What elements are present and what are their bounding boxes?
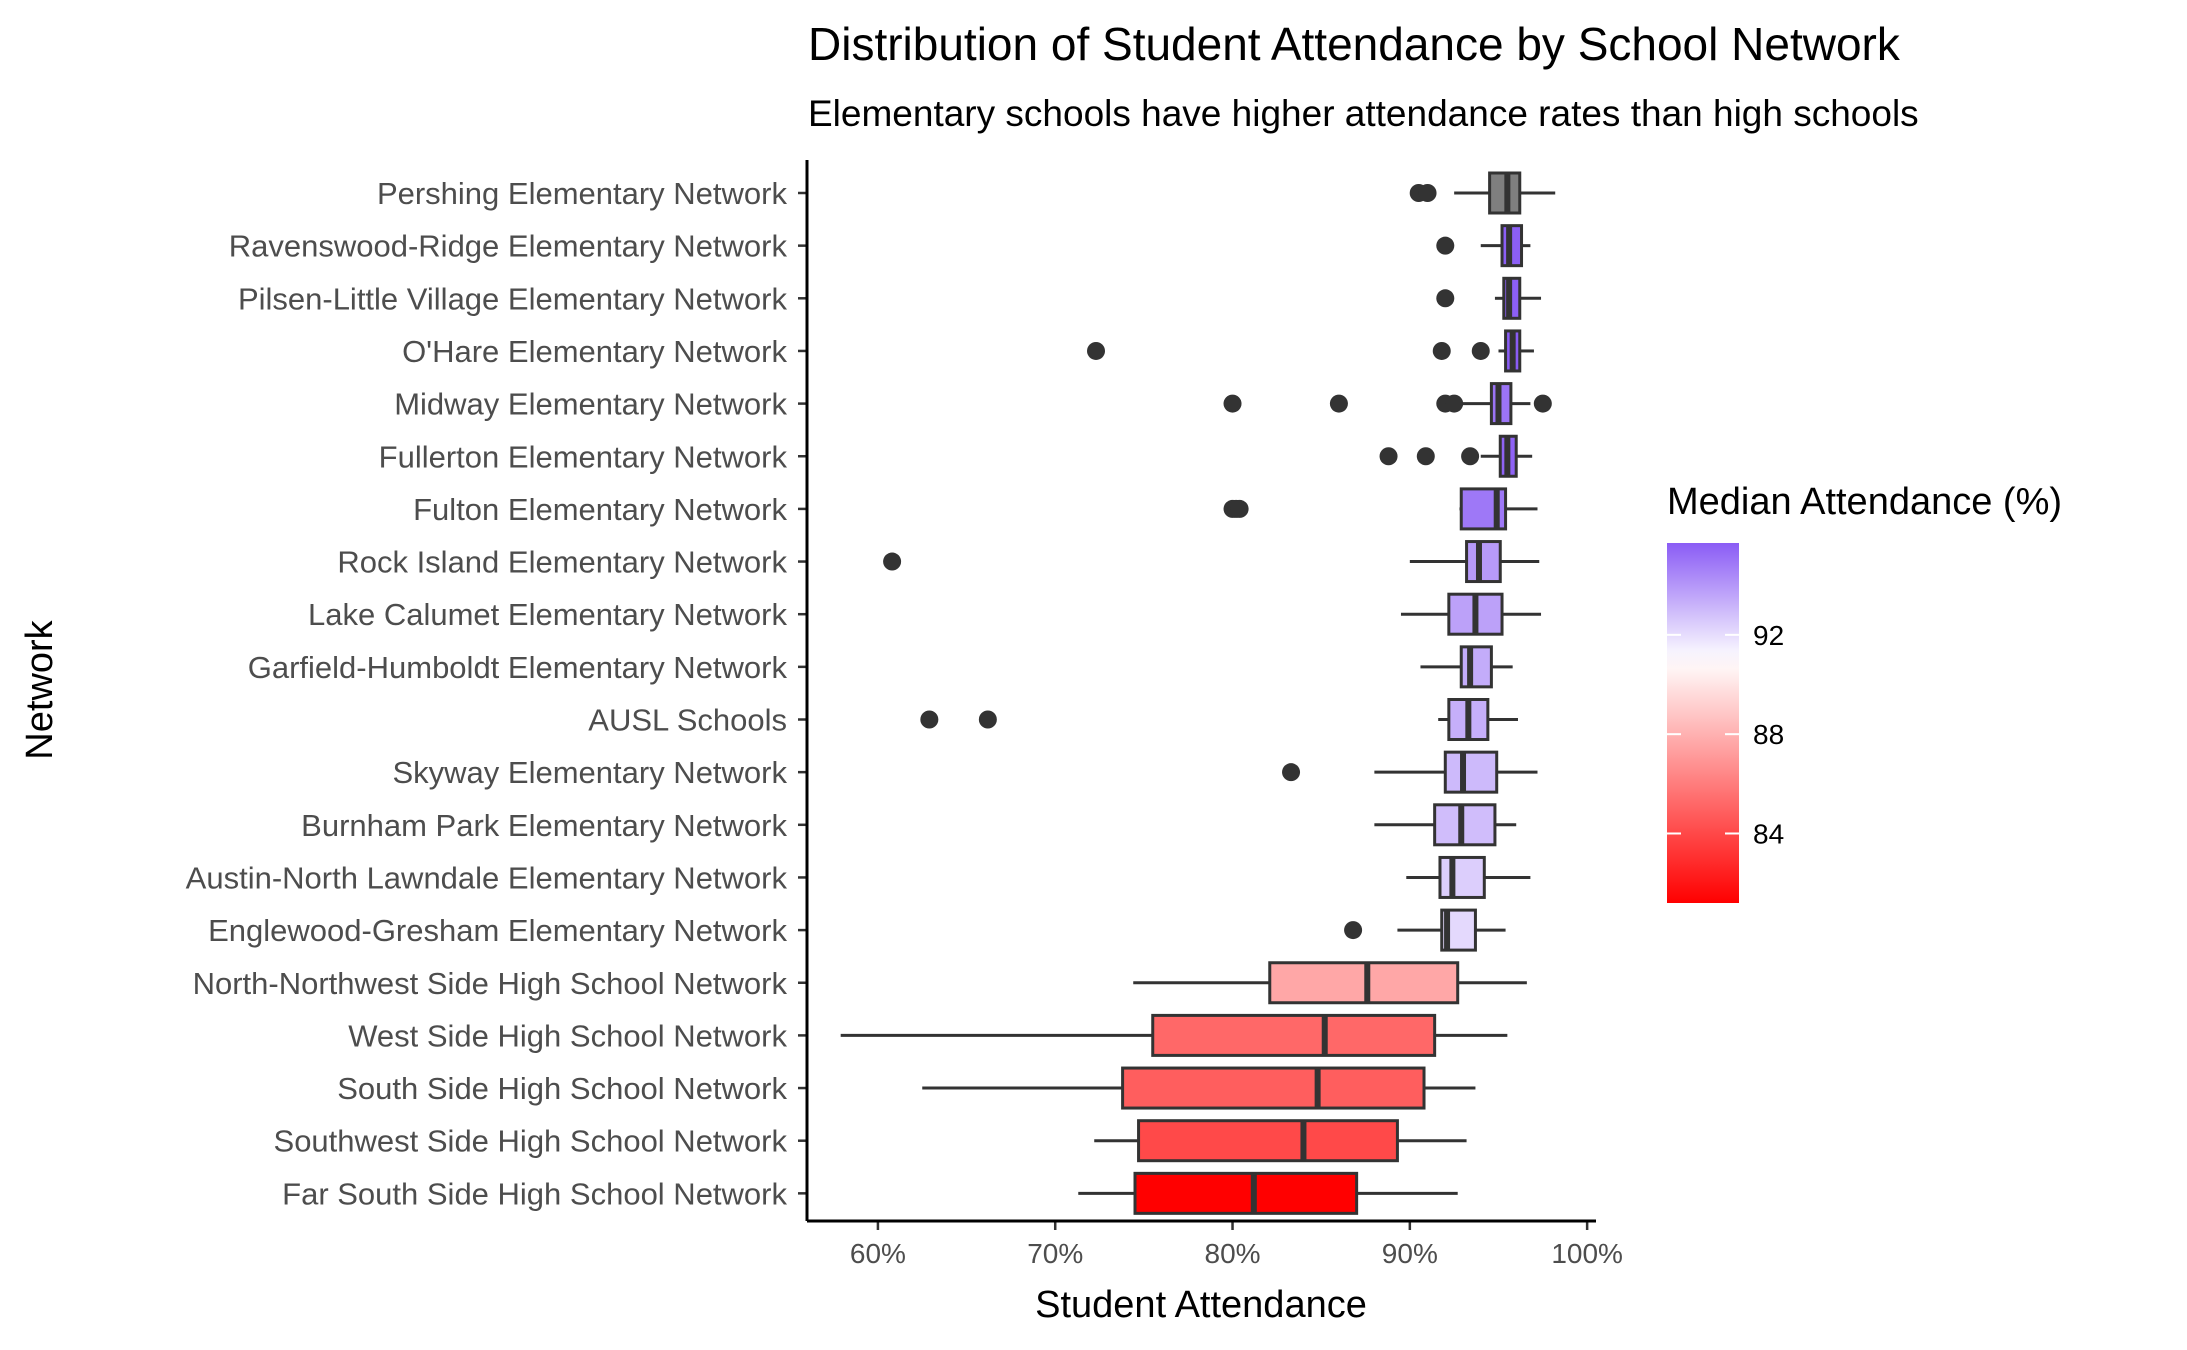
legend-tick-label: 88 xyxy=(1753,719,1784,750)
y-tick-label: Pilsen-Little Village Elementary Network xyxy=(238,281,788,316)
y-tick-label: Garfield-Humboldt Elementary Network xyxy=(248,650,788,685)
y-tick-label: Burnham Park Elementary Network xyxy=(301,808,787,843)
box-row: Midway Elementary Network xyxy=(394,382,1552,426)
chart-title: Distribution of Student Attendance by Sc… xyxy=(808,18,1901,70)
box-row: South Side High School Network xyxy=(337,1066,1476,1110)
box-row: Pilsen-Little Village Elementary Network xyxy=(238,276,1542,320)
y-tick-label: Far South Side High School Network xyxy=(282,1176,787,1211)
outlier-point xyxy=(1471,341,1490,360)
chart-subtitle: Elementary schools have higher attendanc… xyxy=(808,93,1919,134)
outlier-point xyxy=(1418,184,1437,202)
box-row: Pershing Elementary Network xyxy=(377,171,1556,215)
outlier-point xyxy=(1329,394,1348,413)
box-row: Fulton Elementary Network xyxy=(413,487,1538,531)
outlier-point xyxy=(1087,341,1106,360)
y-tick-label: West Side High School Network xyxy=(348,1018,787,1053)
box-row: Burnham Park Elementary Network xyxy=(301,803,1517,847)
x-tick-label: 100% xyxy=(1551,1238,1623,1269)
y-tick-label: Southwest Side High School Network xyxy=(274,1124,788,1159)
box-row: Lake Calumet Elementary Network xyxy=(308,592,1542,636)
box-row: Southwest Side High School Network xyxy=(274,1119,1467,1163)
y-tick-label: North-Northwest Side High School Network xyxy=(193,966,788,1001)
iqr-box xyxy=(1459,645,1493,689)
y-tick-label: Rock Island Elementary Network xyxy=(337,545,787,580)
y-tick-label: O'Hare Elementary Network xyxy=(402,334,787,369)
x-axis-title: Student Attendance xyxy=(1035,1284,1367,1326)
iqr-box xyxy=(1433,803,1497,847)
iqr-box xyxy=(1465,540,1502,584)
outlier-point xyxy=(1379,447,1398,466)
outlier-point xyxy=(1282,763,1301,782)
box-row: Englewood-Gresham Elementary Network xyxy=(208,908,1506,952)
iqr-box xyxy=(1133,1171,1359,1215)
outlier-point xyxy=(978,710,997,729)
legend-title: Median Attendance (%) xyxy=(1667,481,2062,523)
box-row: Garfield-Humboldt Elementary Network xyxy=(248,645,1513,689)
outlier-point xyxy=(1445,394,1464,413)
iqr-box xyxy=(1121,1066,1426,1110)
outlier-point xyxy=(1436,289,1455,308)
iqr-box xyxy=(1268,961,1460,1005)
box-row: AUSL Schools xyxy=(588,698,1518,741)
x-tick-label: 60% xyxy=(850,1238,906,1269)
y-tick-label: South Side High School Network xyxy=(337,1071,787,1106)
outlier-point xyxy=(1533,394,1552,413)
outlier-point xyxy=(1432,341,1451,360)
outlier-point xyxy=(1223,394,1242,413)
legend-tick-label: 92 xyxy=(1753,620,1784,651)
box-row: Rock Island Elementary Network xyxy=(337,540,1540,584)
iqr-box xyxy=(1151,1013,1437,1057)
legend-colorbar xyxy=(1667,543,1739,903)
legend-tick-label: 84 xyxy=(1753,818,1784,849)
outlier-point xyxy=(1344,921,1363,940)
box-row: Skyway Elementary Network xyxy=(392,750,1538,794)
iqr-box xyxy=(1137,1119,1399,1163)
outlier-point xyxy=(883,552,902,571)
y-tick-label: Pershing Elementary Network xyxy=(377,176,788,211)
outlier-point xyxy=(1436,236,1455,255)
outlier-point xyxy=(920,710,939,729)
box-row: Austin-North Lawndale Elementary Network xyxy=(186,855,1531,899)
plot-area: 60% 70% 80% 90% 100% Pershing Elementary Netw… xyxy=(186,171,1623,1269)
outlier-point xyxy=(1416,447,1435,466)
x-tick-label: 70% xyxy=(1027,1238,1083,1269)
box-row: O'Hare Elementary Network xyxy=(402,329,1534,373)
y-tick-label: Englewood-Gresham Elementary Network xyxy=(208,913,787,948)
legend: Median Attendance (%) 84 88 92 xyxy=(1667,481,2062,903)
box-row: West Side High School Network xyxy=(348,1013,1508,1057)
x-tick-label: 80% xyxy=(1205,1238,1261,1269)
box-row: Fullerton Elementary Network xyxy=(379,434,1533,478)
y-tick-label: Fulton Elementary Network xyxy=(413,492,787,527)
y-tick-label: Austin-North Lawndale Elementary Network xyxy=(186,860,788,895)
y-tick-label: AUSL Schools xyxy=(588,703,787,738)
y-tick-label: Midway Elementary Network xyxy=(394,387,787,422)
iqr-box xyxy=(1443,750,1499,794)
box-row: Ravenswood-Ridge Elementary Network xyxy=(229,224,1531,268)
outlier-point xyxy=(1461,447,1480,466)
y-axis-title: Network xyxy=(19,619,61,759)
y-tick-label: Lake Calumet Elementary Network xyxy=(308,597,787,632)
box-row: Far South Side High School Network xyxy=(282,1171,1458,1215)
y-tick-label: Fullerton Elementary Network xyxy=(379,439,788,474)
iqr-box xyxy=(1438,855,1486,899)
y-tick-label: Ravenswood-Ridge Elementary Network xyxy=(229,229,788,264)
x-tick-label: 90% xyxy=(1382,1238,1438,1269)
y-tick-label: Skyway Elementary Network xyxy=(392,755,787,790)
outlier-point xyxy=(1230,499,1249,518)
box-row: North-Northwest Side High School Network xyxy=(193,961,1527,1005)
